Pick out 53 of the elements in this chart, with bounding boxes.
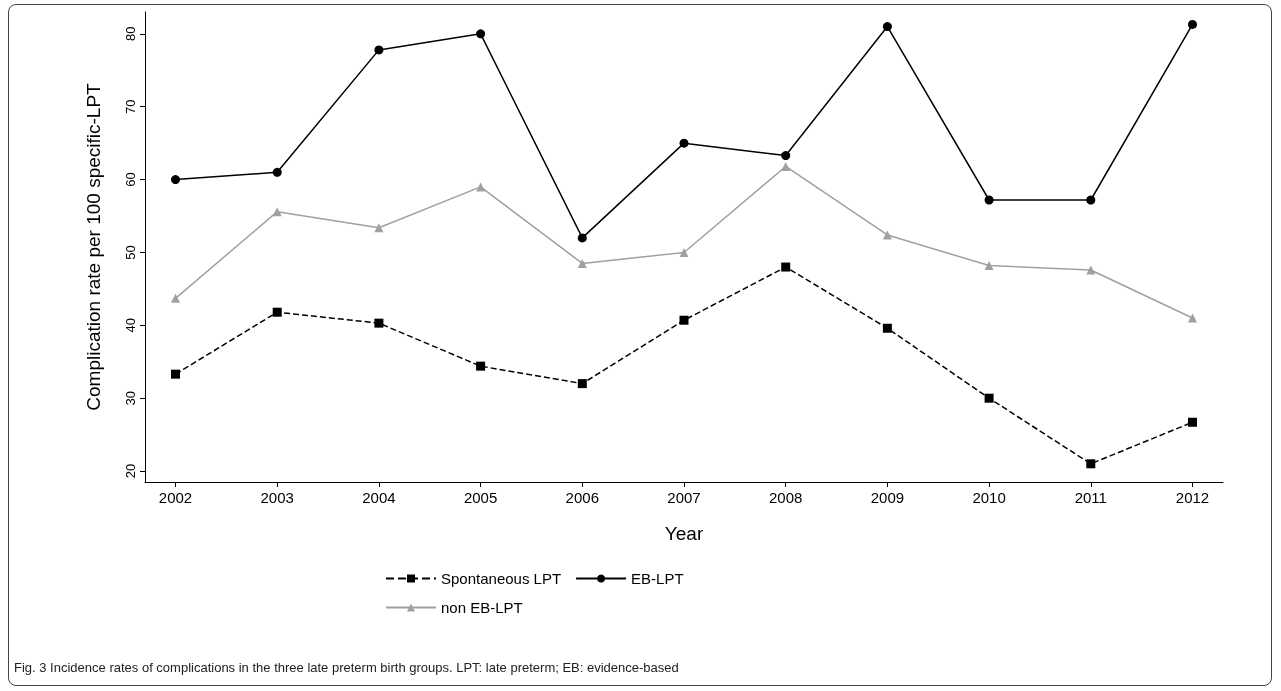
point (577, 233, 587, 243)
point (171, 293, 181, 303)
point (984, 195, 994, 205)
point (984, 261, 994, 271)
point (1187, 313, 1197, 323)
y-tick-label: 70 (123, 99, 138, 114)
x-tick-label: 2009 (870, 489, 905, 506)
point (679, 138, 689, 148)
point (1086, 195, 1096, 205)
point (1187, 417, 1197, 427)
point (882, 22, 892, 32)
point (272, 167, 282, 177)
point (577, 379, 587, 389)
x-tick-label: 2011 (1074, 489, 1107, 506)
point (781, 151, 791, 161)
point (171, 369, 181, 379)
y-tick-label: 20 (123, 463, 138, 479)
point (476, 361, 486, 371)
point (1188, 19, 1197, 29)
x-tick-label: 2012 (1175, 489, 1210, 506)
point (577, 258, 587, 268)
point (679, 315, 689, 325)
x-tick-label: 2005 (463, 489, 498, 506)
point (882, 323, 892, 333)
point (374, 318, 384, 328)
point (171, 175, 181, 185)
x-tick-label: 2002 (158, 489, 193, 506)
point (374, 45, 384, 55)
y-tick-label: 40 (123, 318, 138, 333)
point (679, 247, 689, 257)
point (272, 307, 282, 317)
x-tick-label: 2010 (972, 489, 1006, 506)
x-tick-label: 2004 (362, 489, 396, 506)
x-axis-title: Year (664, 523, 704, 544)
legend-label: Spontaneous LPT (441, 570, 562, 587)
y-tick-label: 30 (123, 390, 138, 406)
y-tick-label: 60 (123, 172, 138, 187)
x-tick-label: 2007 (667, 489, 701, 506)
legend-label: EB-LPT (631, 570, 684, 587)
point (984, 393, 994, 403)
x-tick-label: 2008 (769, 489, 803, 506)
legend-label: non EB-LPT (441, 599, 523, 616)
point (781, 161, 791, 171)
point (1086, 459, 1096, 469)
y-tick-label: 50 (123, 245, 138, 260)
x-tick-label: 2006 (565, 489, 599, 506)
caption: Fig. 3 Incidence rates of complications in the three late preterm birth groups. LPT: late preterm; EB: evidence-based (14, 660, 679, 675)
point (476, 29, 486, 39)
point (374, 223, 384, 233)
y-tick-label: 80 (123, 26, 138, 42)
x-tick-label: 2003 (260, 489, 294, 506)
y-axis-title: Complication rate per 100 specific-LPT (83, 82, 104, 411)
point (781, 262, 791, 272)
